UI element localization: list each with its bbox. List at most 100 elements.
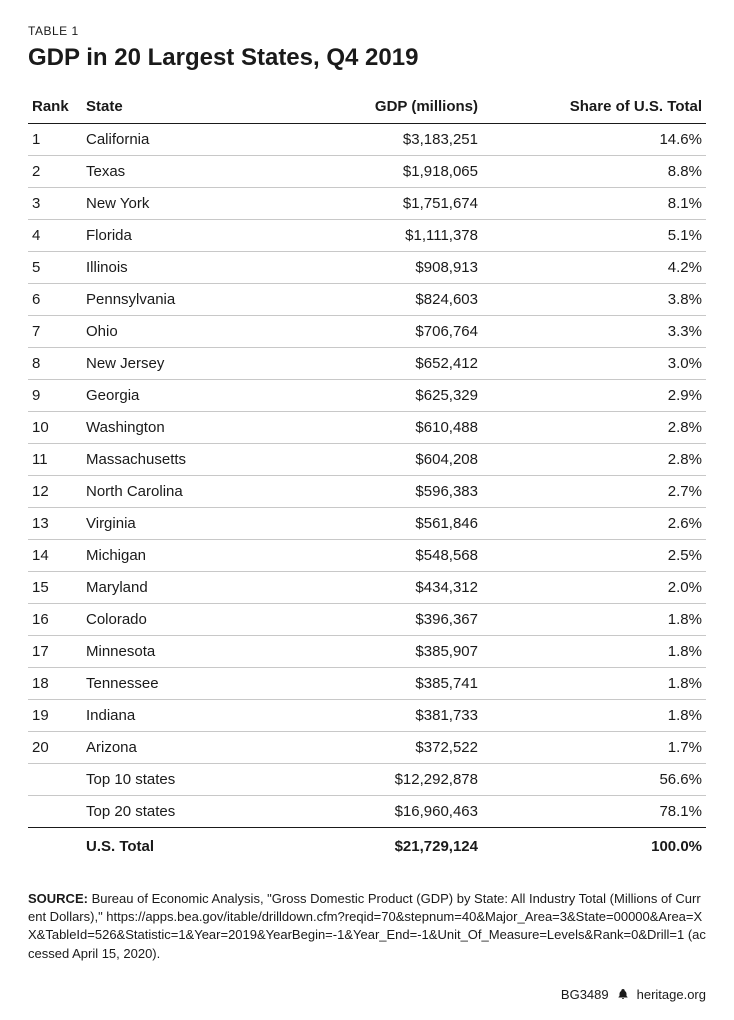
- cell-state: Washington: [82, 412, 282, 444]
- cell-state: Ohio: [82, 316, 282, 348]
- cell-share: 100.0%: [482, 828, 706, 863]
- cell-rank: 19: [28, 700, 82, 732]
- cell-gdp: $625,329: [282, 380, 482, 412]
- cell-share: 2.6%: [482, 508, 706, 540]
- cell-gdp: $434,312: [282, 572, 482, 604]
- cell-share: 1.8%: [482, 604, 706, 636]
- cell-share: 5.1%: [482, 220, 706, 252]
- table-row: 9Georgia$625,3292.9%: [28, 380, 706, 412]
- table-row: 3New York$1,751,6748.1%: [28, 188, 706, 220]
- cell-share: 2.7%: [482, 476, 706, 508]
- cell-state: New York: [82, 188, 282, 220]
- table-row: 13Virginia$561,8462.6%: [28, 508, 706, 540]
- cell-rank: 6: [28, 284, 82, 316]
- table-row: 2Texas$1,918,0658.8%: [28, 156, 706, 188]
- cell-label: Top 20 states: [82, 796, 282, 828]
- footer: BG3489 heritage.org: [28, 987, 706, 1002]
- summary-row: Top 10 states$12,292,87856.6%: [28, 764, 706, 796]
- cell-share: 14.6%: [482, 124, 706, 156]
- cell-gdp: $652,412: [282, 348, 482, 380]
- cell-gdp: $561,846: [282, 508, 482, 540]
- cell-share: 2.0%: [482, 572, 706, 604]
- cell-rank: [28, 796, 82, 828]
- cell-gdp: $604,208: [282, 444, 482, 476]
- table-row: 4Florida$1,111,3785.1%: [28, 220, 706, 252]
- cell-label: U.S. Total: [82, 828, 282, 863]
- cell-gdp: $1,751,674: [282, 188, 482, 220]
- table-row: 8New Jersey$652,4123.0%: [28, 348, 706, 380]
- cell-share: 2.5%: [482, 540, 706, 572]
- cell-state: Colorado: [82, 604, 282, 636]
- cell-state: Indiana: [82, 700, 282, 732]
- cell-gdp: $21,729,124: [282, 828, 482, 863]
- table-row: 7Ohio$706,7643.3%: [28, 316, 706, 348]
- cell-rank: 9: [28, 380, 82, 412]
- footer-code: BG3489: [561, 987, 609, 1002]
- footer-site: heritage.org: [637, 987, 706, 1002]
- cell-state: California: [82, 124, 282, 156]
- cell-share: 1.8%: [482, 636, 706, 668]
- cell-gdp: $385,907: [282, 636, 482, 668]
- cell-gdp: $12,292,878: [282, 764, 482, 796]
- cell-rank: 11: [28, 444, 82, 476]
- table-row: 20Arizona$372,5221.7%: [28, 732, 706, 764]
- source-text: Bureau of Economic Analysis, "Gross Dome…: [28, 891, 706, 961]
- cell-share: 3.3%: [482, 316, 706, 348]
- cell-share: 3.0%: [482, 348, 706, 380]
- cell-rank: 3: [28, 188, 82, 220]
- cell-share: 2.8%: [482, 412, 706, 444]
- col-header-rank: Rank: [28, 90, 82, 124]
- cell-rank: 20: [28, 732, 82, 764]
- cell-gdp: $548,568: [282, 540, 482, 572]
- total-row: U.S. Total$21,729,124100.0%: [28, 828, 706, 863]
- cell-rank: 1: [28, 124, 82, 156]
- table-row: 15Maryland$434,3122.0%: [28, 572, 706, 604]
- cell-state: Florida: [82, 220, 282, 252]
- cell-gdp: $372,522: [282, 732, 482, 764]
- cell-rank: 8: [28, 348, 82, 380]
- cell-state: Texas: [82, 156, 282, 188]
- cell-state: Pennsylvania: [82, 284, 282, 316]
- cell-share: 1.8%: [482, 700, 706, 732]
- col-header-share: Share of U.S. Total: [482, 90, 706, 124]
- col-header-gdp: GDP (millions): [282, 90, 482, 124]
- cell-rank: 4: [28, 220, 82, 252]
- table-row: 10Washington$610,4882.8%: [28, 412, 706, 444]
- cell-gdp: $1,918,065: [282, 156, 482, 188]
- gdp-table: Rank State GDP (millions) Share of U.S. …: [28, 90, 706, 862]
- cell-gdp: $610,488: [282, 412, 482, 444]
- cell-share: 2.9%: [482, 380, 706, 412]
- cell-rank: 2: [28, 156, 82, 188]
- cell-share: 4.2%: [482, 252, 706, 284]
- cell-gdp: $1,111,378: [282, 220, 482, 252]
- source-note: SOURCE: Bureau of Economic Analysis, "Gr…: [28, 890, 706, 963]
- cell-share: 3.8%: [482, 284, 706, 316]
- cell-gdp: $824,603: [282, 284, 482, 316]
- cell-rank: 17: [28, 636, 82, 668]
- col-header-state: State: [82, 90, 282, 124]
- cell-share: 1.7%: [482, 732, 706, 764]
- table-row: 1California$3,183,25114.6%: [28, 124, 706, 156]
- cell-state: Tennessee: [82, 668, 282, 700]
- cell-state: Arizona: [82, 732, 282, 764]
- cell-gdp: $396,367: [282, 604, 482, 636]
- table-label: TABLE 1: [28, 24, 706, 38]
- cell-state: Virginia: [82, 508, 282, 540]
- cell-state: Illinois: [82, 252, 282, 284]
- cell-gdp: $706,764: [282, 316, 482, 348]
- table-row: 19Indiana$381,7331.8%: [28, 700, 706, 732]
- page-title: GDP in 20 Largest States, Q4 2019: [28, 44, 706, 72]
- cell-gdp: $3,183,251: [282, 124, 482, 156]
- cell-share: 78.1%: [482, 796, 706, 828]
- cell-share: 2.8%: [482, 444, 706, 476]
- cell-share: 1.8%: [482, 668, 706, 700]
- cell-gdp: $596,383: [282, 476, 482, 508]
- table-header-row: Rank State GDP (millions) Share of U.S. …: [28, 90, 706, 124]
- cell-state: North Carolina: [82, 476, 282, 508]
- bell-icon: [617, 988, 629, 1000]
- cell-state: Maryland: [82, 572, 282, 604]
- cell-share: 8.8%: [482, 156, 706, 188]
- table-row: 5Illinois$908,9134.2%: [28, 252, 706, 284]
- summary-row: Top 20 states$16,960,46378.1%: [28, 796, 706, 828]
- table-row: 12North Carolina$596,3832.7%: [28, 476, 706, 508]
